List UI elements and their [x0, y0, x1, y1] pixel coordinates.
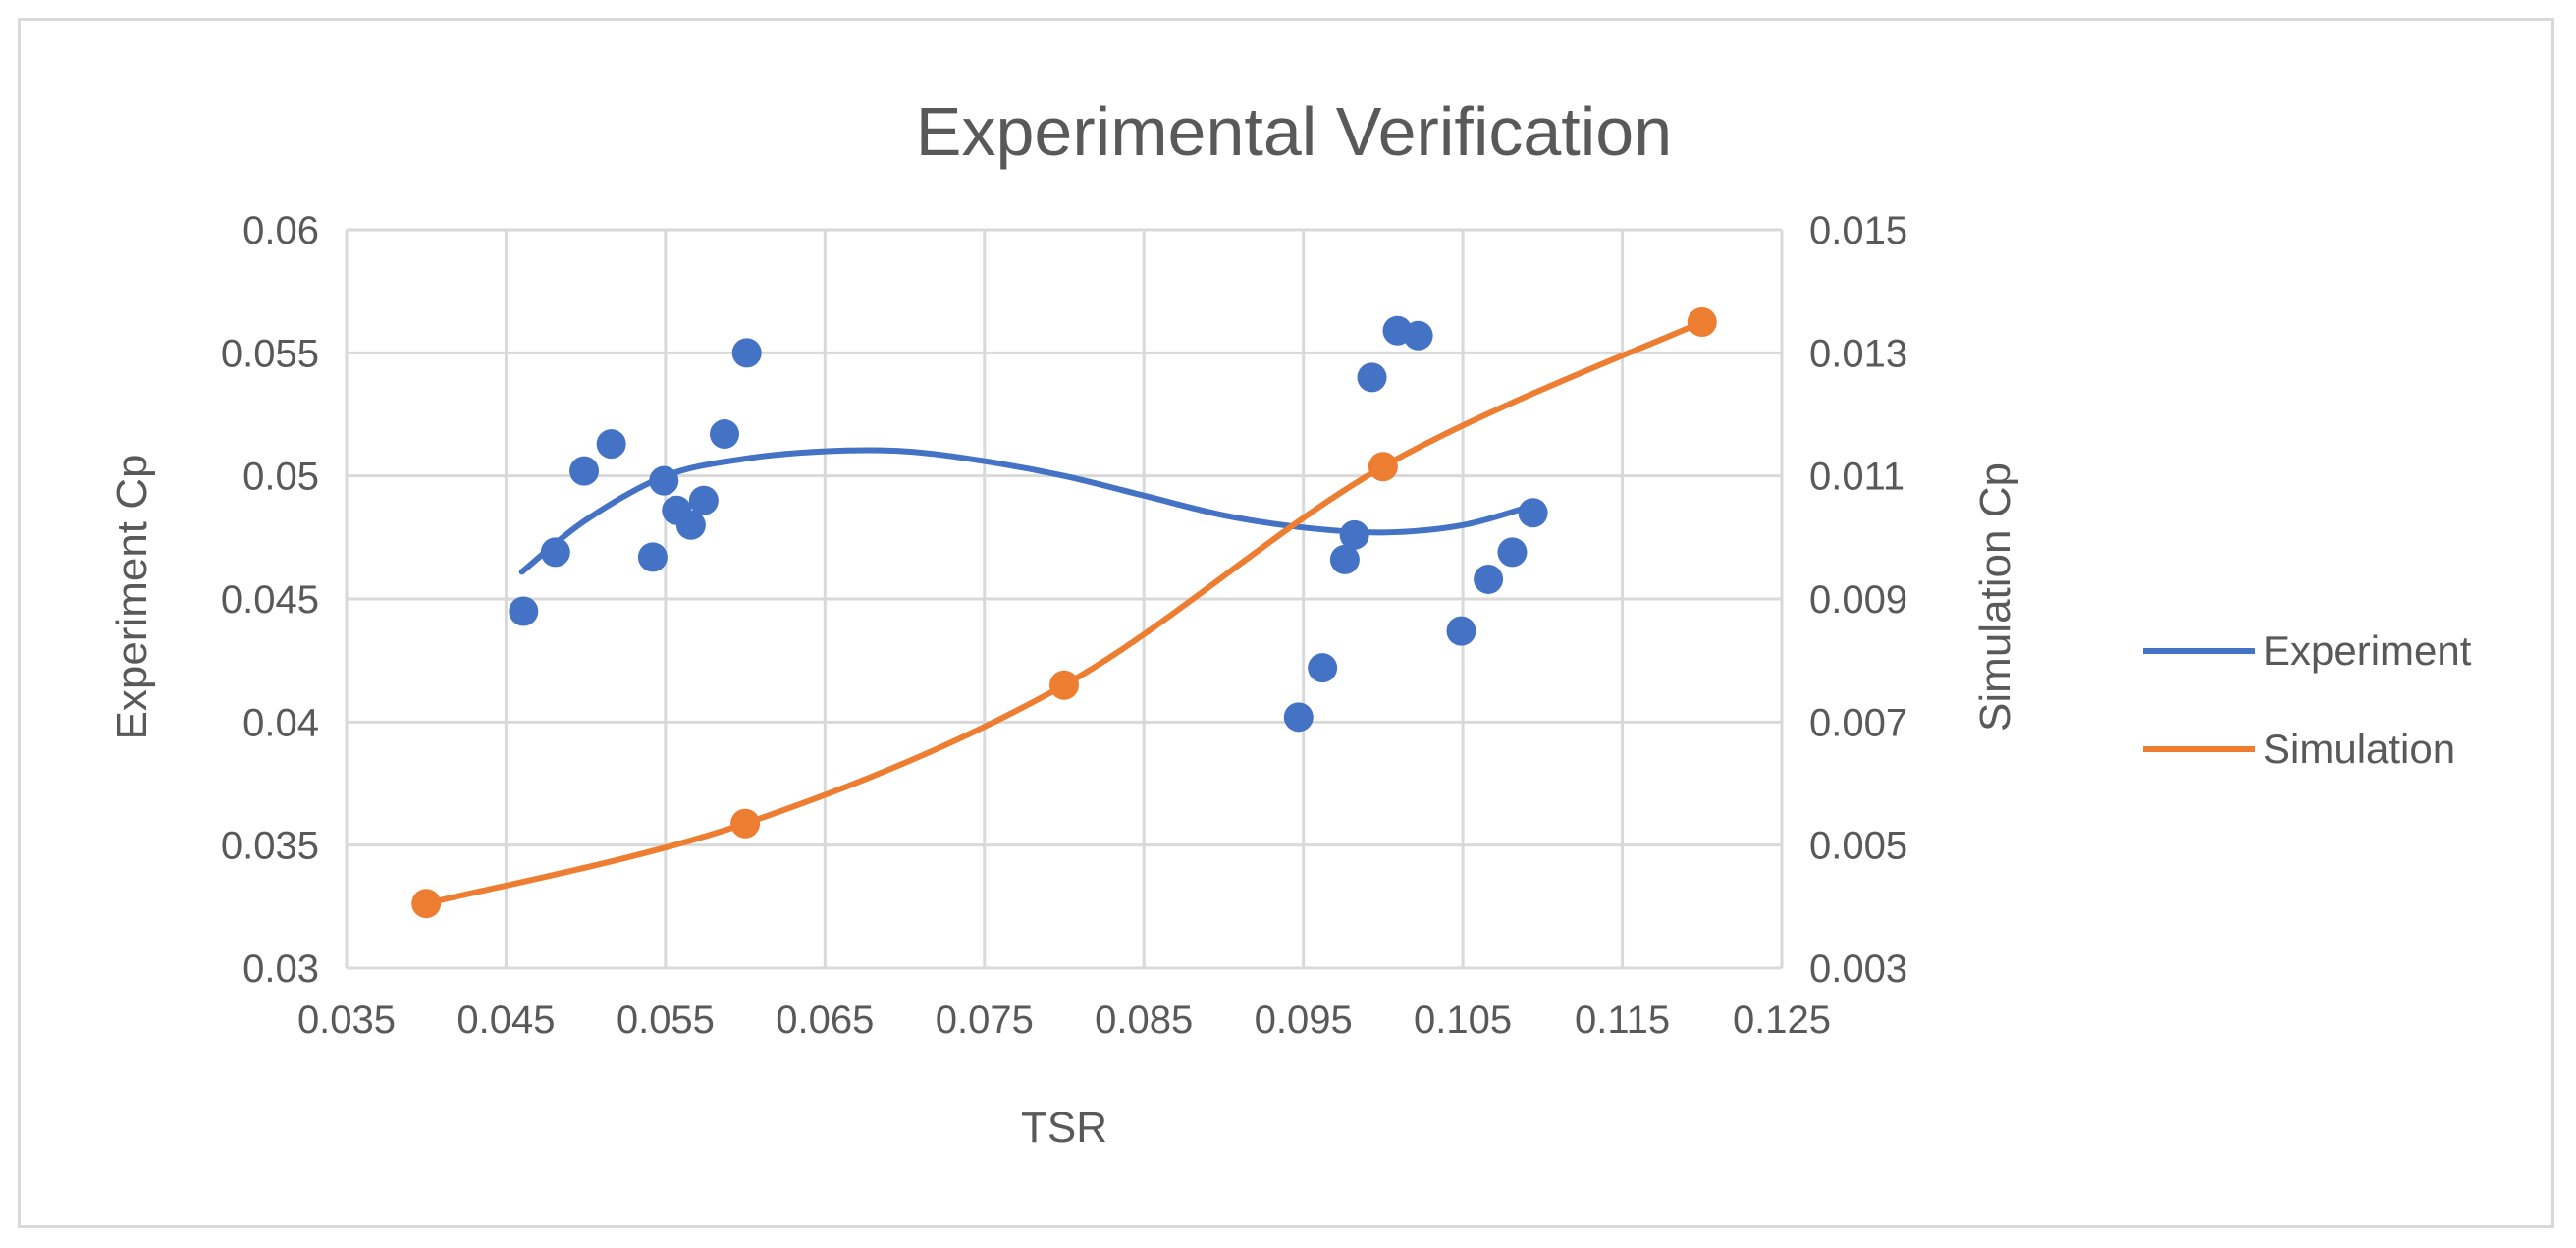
x-tick-label: 0.035: [297, 999, 396, 1042]
y-left-tick-label: 0.05: [242, 456, 319, 499]
y-axis-left-title: Experiment Cp: [108, 454, 156, 739]
y-left-tick-label: 0.035: [221, 825, 319, 868]
tick-layer: 0.035 0.045 0.055 0.065 0.075 0.085 0.095 0.105…: [221, 209, 1907, 1042]
x-tick-label: 0.055: [617, 999, 715, 1042]
x-axis-title: TSR: [1021, 1104, 1107, 1152]
y-right-tick-label: 0.015: [1809, 209, 1907, 252]
experiment-point: [596, 429, 626, 460]
chart-frame: Experimental Verification 0.035 0.045 0.05…: [18, 18, 2554, 1228]
experiment-point: [1308, 653, 1338, 683]
y-left-tick-label: 0.055: [221, 332, 319, 375]
experiment-point: [1446, 616, 1476, 646]
experiment-point: [540, 537, 570, 568]
experiment-point: [637, 542, 668, 572]
y-right-tick-label: 0.003: [1809, 948, 1907, 991]
y-right-tick-label: 0.009: [1809, 578, 1907, 622]
experiment-point: [1329, 544, 1360, 574]
experiment-point: [1518, 498, 1548, 528]
experiment-point: [709, 419, 739, 450]
x-tick-label: 0.065: [776, 999, 874, 1042]
y-left-tick-label: 0.04: [242, 701, 319, 744]
x-tick-label: 0.045: [456, 999, 555, 1042]
simulation-point: [730, 808, 761, 839]
x-tick-label: 0.105: [1414, 999, 1512, 1042]
simulation-line: [423, 319, 1705, 907]
experiment-point: [1474, 564, 1504, 594]
simulation-point: [411, 889, 442, 919]
simulation-point: [1687, 307, 1717, 337]
y-left-tick-label: 0.03: [242, 948, 319, 991]
legend-simulation-label: Simulation: [2263, 726, 2455, 772]
simulation-point: [1368, 452, 1398, 482]
y-left-tick-label: 0.06: [242, 209, 319, 252]
experiment-point: [1339, 519, 1369, 550]
experiment-point: [1403, 320, 1433, 351]
x-tick-label: 0.085: [1095, 999, 1193, 1042]
experiment-point: [649, 465, 679, 496]
experiment-point: [731, 338, 762, 368]
series-layer: [411, 307, 1717, 919]
y-right-tick-label: 0.007: [1809, 701, 1907, 744]
experiment-point: [509, 596, 539, 626]
experiment-point: [1497, 537, 1528, 568]
chart-title: Experimental Verification: [916, 93, 1672, 170]
y-right-tick-label: 0.005: [1809, 825, 1907, 868]
experiment-point: [675, 510, 706, 540]
x-tick-label: 0.125: [1733, 999, 1831, 1042]
experiment-point: [569, 456, 600, 486]
grid-layer: [345, 228, 1784, 970]
y-right-tick-label: 0.011: [1809, 456, 1905, 499]
legend: Experiment Simulation: [2143, 627, 2472, 772]
legend-experiment-label: Experiment: [2263, 627, 2472, 674]
experiment-point: [1357, 362, 1387, 393]
y-left-tick-label: 0.045: [221, 578, 319, 622]
x-tick-label: 0.095: [1255, 999, 1353, 1042]
experiment-point: [688, 485, 719, 515]
simulation-point: [1049, 670, 1079, 700]
y-axis-right-title: Simulation Cp: [1971, 462, 2019, 732]
x-tick-label: 0.115: [1575, 999, 1670, 1042]
x-tick-label: 0.075: [936, 999, 1034, 1042]
y-right-tick-label: 0.013: [1809, 332, 1907, 375]
chart-svg: Experimental Verification 0.035 0.045 0.05…: [108, 93, 2472, 1152]
experiment-point: [1283, 702, 1314, 733]
